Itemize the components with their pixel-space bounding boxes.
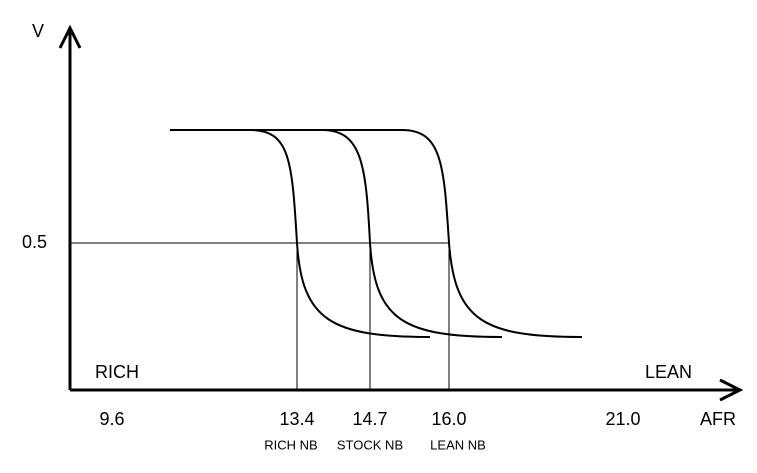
rich-curve (170, 129, 431, 338)
lean-curve (320, 129, 583, 338)
y-tick-label: 0.5 (22, 232, 47, 252)
x-axis-arrow (719, 378, 744, 402)
region-label: RICH (95, 362, 139, 382)
y-axis-arrow (58, 24, 82, 49)
x-tick-label: 21.0 (605, 409, 640, 429)
x-tick-label: 16.0 (431, 409, 466, 429)
switch-point-label: LEAN NB (430, 437, 486, 452)
x-axis-label: AFR (700, 409, 736, 429)
stock-curve (248, 129, 503, 338)
y-axis-label: V (32, 21, 44, 41)
x-tick-label: 9.6 (99, 409, 124, 429)
x-tick-label: 13.4 (279, 409, 314, 429)
switch-point-label: RICH NB (264, 437, 317, 452)
region-label: LEAN (645, 362, 692, 382)
x-tick-label: 14.7 (352, 409, 387, 429)
switch-point-label: STOCK NB (337, 437, 403, 452)
